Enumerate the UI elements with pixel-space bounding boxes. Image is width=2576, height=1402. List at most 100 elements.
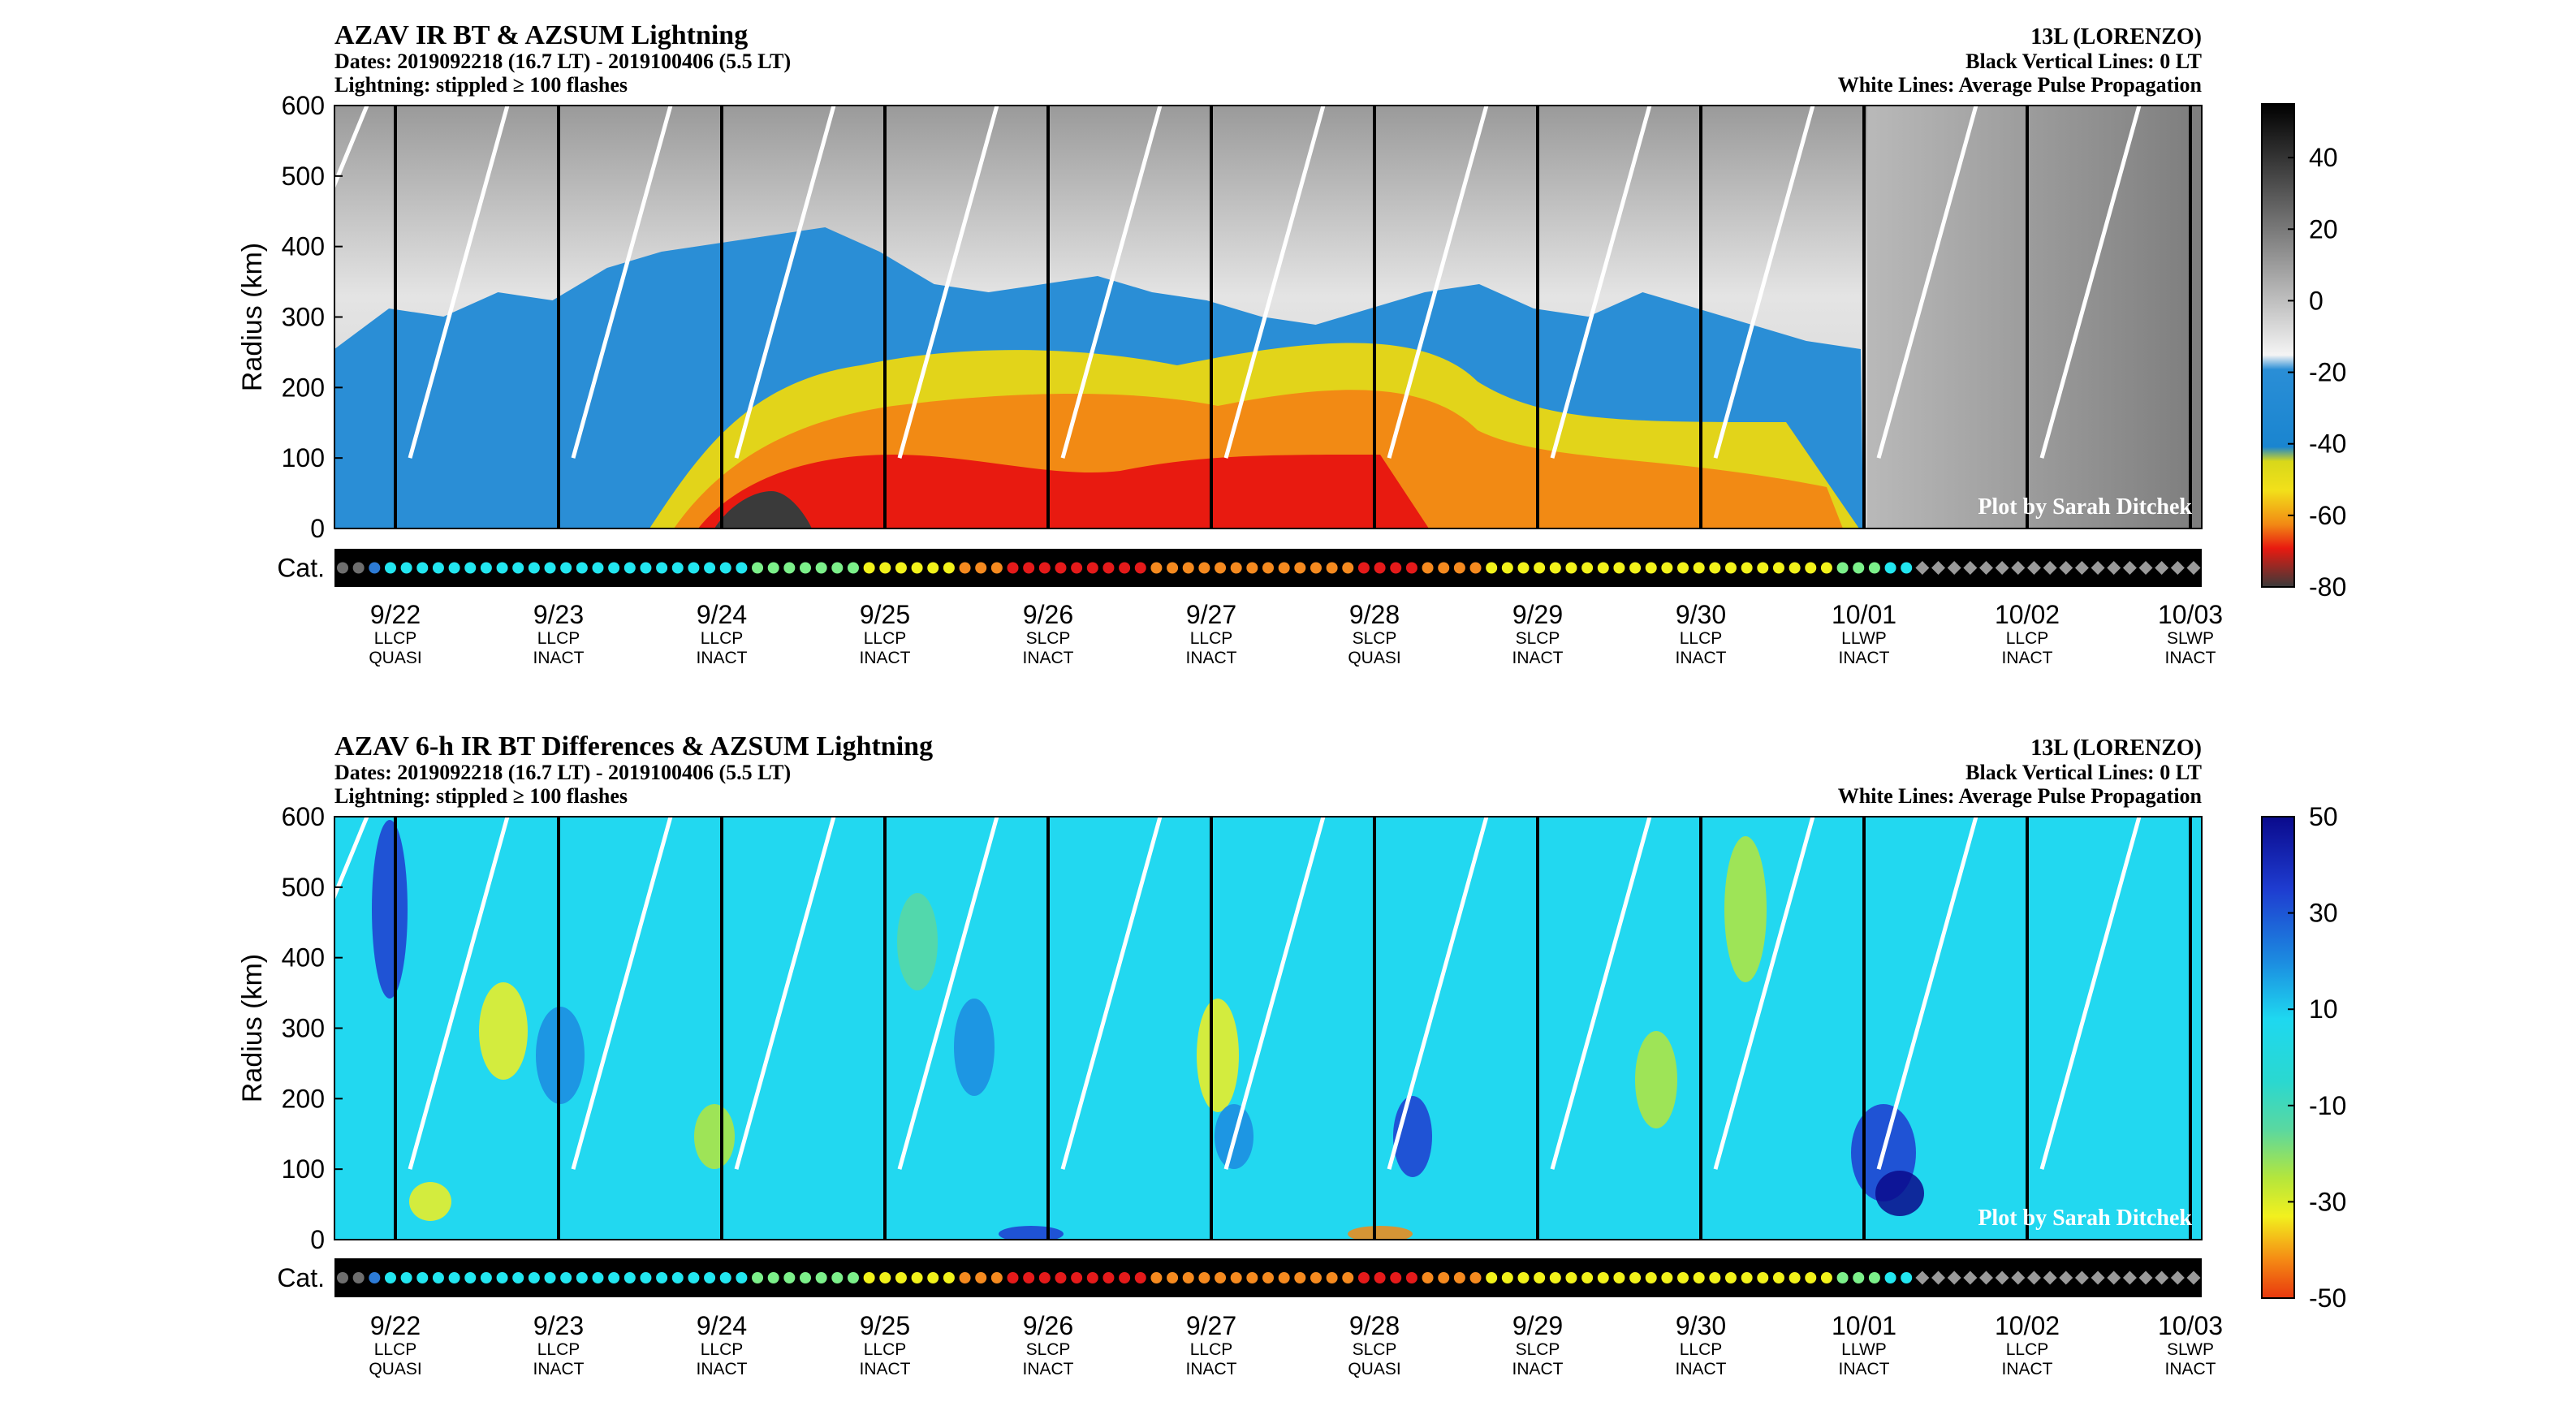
- category-marker: [464, 562, 477, 574]
- category-marker: [1549, 1272, 1561, 1283]
- category-marker-post-tropical: [2155, 561, 2169, 575]
- date-label: 10/02: [1995, 1311, 2060, 1340]
- category-marker: [352, 1272, 365, 1283]
- date-label: 10/01: [1832, 600, 1896, 629]
- category-marker: [1422, 1272, 1434, 1283]
- category-marker: [1150, 1272, 1163, 1283]
- category-marker: [1709, 562, 1721, 574]
- category-marker: [1182, 562, 1194, 574]
- shear-label: LLCP: [864, 629, 907, 648]
- colorbar-tick-label: -30: [2309, 1187, 2346, 1216]
- category-marker: [752, 1272, 764, 1283]
- category-marker-post-tropical: [1915, 561, 1930, 575]
- category-marker: [1310, 562, 1322, 574]
- category-marker: [719, 562, 731, 574]
- shear-label: LLCP: [374, 629, 417, 648]
- category-marker: [815, 562, 827, 574]
- shear-label: LLCP: [1190, 629, 1233, 648]
- category-marker: [624, 562, 636, 574]
- y-tick-label: 600: [282, 802, 325, 831]
- category-marker-post-tropical: [1963, 1270, 1978, 1285]
- category-marker: [943, 562, 955, 574]
- colorbar-tick-label: 50: [2309, 802, 2338, 831]
- category-marker: [847, 1272, 859, 1283]
- category-marker: [1709, 1272, 1721, 1283]
- category-marker: [496, 562, 508, 574]
- category-marker: [1182, 1272, 1194, 1283]
- y-tick-label: 200: [282, 373, 325, 402]
- black-lines-note: Black Vertical Lines: 0 LT: [1965, 761, 2202, 784]
- category-marker: [1198, 562, 1210, 574]
- category-marker: [1150, 562, 1163, 574]
- category-marker: [1278, 1272, 1290, 1283]
- y-tick-label: 300: [282, 1014, 325, 1043]
- category-marker: [1677, 562, 1689, 574]
- category-marker: [416, 562, 429, 574]
- category-marker: [1693, 1272, 1705, 1283]
- category-marker: [1486, 562, 1498, 574]
- category-marker: [1134, 562, 1146, 574]
- category-marker: [1215, 1272, 1227, 1283]
- category-marker: [1294, 562, 1306, 574]
- date-label: 9/23: [533, 600, 584, 629]
- category-marker: [560, 562, 572, 574]
- colorbar: [2261, 103, 2295, 588]
- phase-label: INACT: [1186, 1360, 1237, 1378]
- category-marker: [1868, 1272, 1880, 1283]
- category-marker: [863, 1272, 875, 1283]
- y-tick-label: 0: [310, 1225, 325, 1254]
- category-marker: [1278, 562, 1290, 574]
- category-marker-post-tropical: [1915, 1270, 1930, 1285]
- category-marker-post-tropical: [2011, 1270, 2026, 1285]
- category-marker: [480, 1272, 492, 1283]
- colorbar-tick-label: 10: [2309, 994, 2338, 1024]
- category-marker: [432, 1272, 444, 1283]
- shear-label: LLCP: [1680, 629, 1723, 648]
- category-marker: [1215, 562, 1227, 574]
- category-marker: [544, 1272, 556, 1283]
- diff-anomaly-blob: [694, 1104, 735, 1169]
- category-marker: [752, 562, 764, 574]
- category-marker: [1390, 1272, 1402, 1283]
- category-marker: [1055, 562, 1067, 574]
- date-label: 9/29: [1512, 1311, 1563, 1340]
- category-marker: [1357, 562, 1370, 574]
- diff-anomaly-blob: [1875, 1171, 1924, 1216]
- category-marker: [943, 1272, 955, 1283]
- category-marker: [1565, 1272, 1577, 1283]
- category-marker: [592, 562, 604, 574]
- y-tick-label: 500: [282, 162, 325, 191]
- pulse-propagation-line: [2039, 106, 2142, 459]
- category-marker: [352, 562, 365, 574]
- category-marker: [1230, 1272, 1242, 1283]
- category-marker: [1836, 1272, 1849, 1283]
- category-marker: [1246, 562, 1258, 574]
- category-label: Cat.: [277, 1263, 325, 1292]
- diff-anomaly-blob: [372, 820, 408, 999]
- category-marker: [1597, 1272, 1609, 1283]
- category-marker: [1517, 562, 1530, 574]
- category-marker: [990, 1272, 1003, 1283]
- category-marker: [1853, 1272, 1865, 1283]
- category-marker: [1534, 1272, 1546, 1283]
- phase-label: INACT: [1676, 1360, 1727, 1378]
- category-marker: [927, 1272, 939, 1283]
- category-marker: [800, 562, 811, 574]
- category-marker: [544, 562, 556, 574]
- category-marker: [704, 562, 716, 574]
- shear-label: LLCP: [2006, 629, 2049, 648]
- pulse-propagation-line: [408, 106, 510, 459]
- category-marker: [1326, 1272, 1338, 1283]
- category-marker: [576, 562, 588, 574]
- pulse-propagation-line: [897, 817, 999, 1170]
- watermark: Plot by Sarah Ditchek: [1978, 494, 2192, 520]
- category-marker: [863, 562, 875, 574]
- y-tick-label: 600: [282, 91, 325, 120]
- category-marker: [767, 562, 779, 574]
- phase-label: INACT: [1839, 1360, 1890, 1378]
- category-marker: [1677, 1272, 1689, 1283]
- diff-anomaly-blob: [954, 999, 995, 1096]
- category-marker: [767, 1272, 779, 1283]
- category-marker: [576, 1272, 588, 1283]
